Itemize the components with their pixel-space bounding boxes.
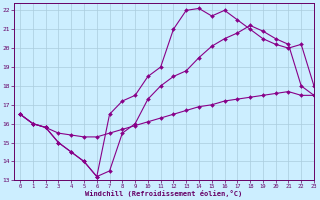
X-axis label: Windchill (Refroidissement éolien,°C): Windchill (Refroidissement éolien,°C)	[85, 190, 243, 197]
